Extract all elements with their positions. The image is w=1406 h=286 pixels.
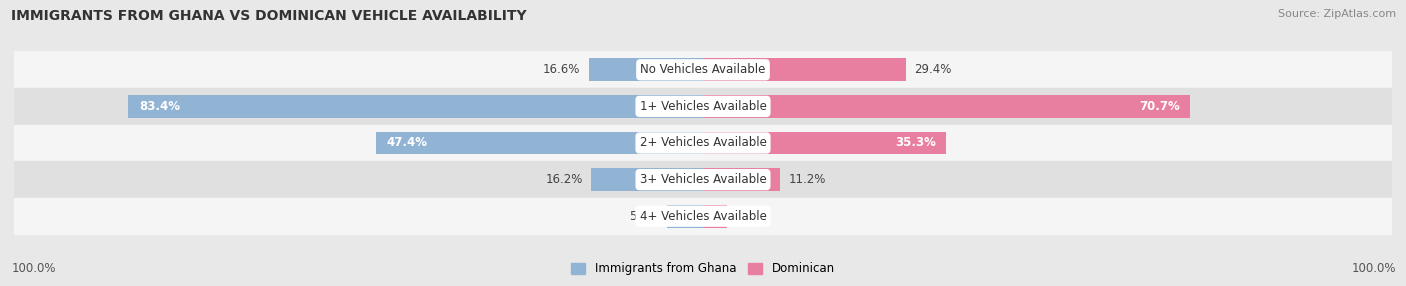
Text: 3.5%: 3.5%	[735, 210, 765, 223]
Bar	[14, 88, 1392, 125]
Text: No Vehicles Available: No Vehicles Available	[640, 63, 766, 76]
Text: 1+ Vehicles Available: 1+ Vehicles Available	[640, 100, 766, 113]
Bar	[14, 161, 1392, 198]
Text: 100.0%: 100.0%	[11, 262, 56, 275]
Text: 83.4%: 83.4%	[139, 100, 180, 113]
Text: 47.4%: 47.4%	[387, 136, 427, 150]
Text: 2+ Vehicles Available: 2+ Vehicles Available	[640, 136, 766, 150]
Bar	[703, 95, 1189, 118]
Text: 100.0%: 100.0%	[1351, 262, 1396, 275]
Text: 70.7%: 70.7%	[1139, 100, 1180, 113]
Bar	[14, 51, 1392, 88]
Text: 11.2%: 11.2%	[789, 173, 825, 186]
Bar	[14, 125, 1392, 161]
Bar	[703, 168, 780, 191]
Text: IMMIGRANTS FROM GHANA VS DOMINICAN VEHICLE AVAILABILITY: IMMIGRANTS FROM GHANA VS DOMINICAN VEHIC…	[11, 9, 527, 23]
Bar	[592, 168, 703, 191]
Bar	[703, 205, 727, 228]
Legend: Immigrants from Ghana, Dominican: Immigrants from Ghana, Dominican	[567, 258, 839, 280]
Bar	[14, 198, 1392, 235]
Text: 16.2%: 16.2%	[546, 173, 583, 186]
Text: 35.3%: 35.3%	[896, 136, 936, 150]
Bar	[377, 132, 703, 154]
Bar	[668, 205, 703, 228]
Bar	[703, 132, 946, 154]
Bar	[703, 58, 905, 81]
Text: 3+ Vehicles Available: 3+ Vehicles Available	[640, 173, 766, 186]
Text: 5.2%: 5.2%	[628, 210, 659, 223]
Text: Source: ZipAtlas.com: Source: ZipAtlas.com	[1278, 9, 1396, 19]
Text: 4+ Vehicles Available: 4+ Vehicles Available	[640, 210, 766, 223]
Text: 16.6%: 16.6%	[543, 63, 581, 76]
Text: 29.4%: 29.4%	[914, 63, 952, 76]
Bar	[589, 58, 703, 81]
Bar	[128, 95, 703, 118]
